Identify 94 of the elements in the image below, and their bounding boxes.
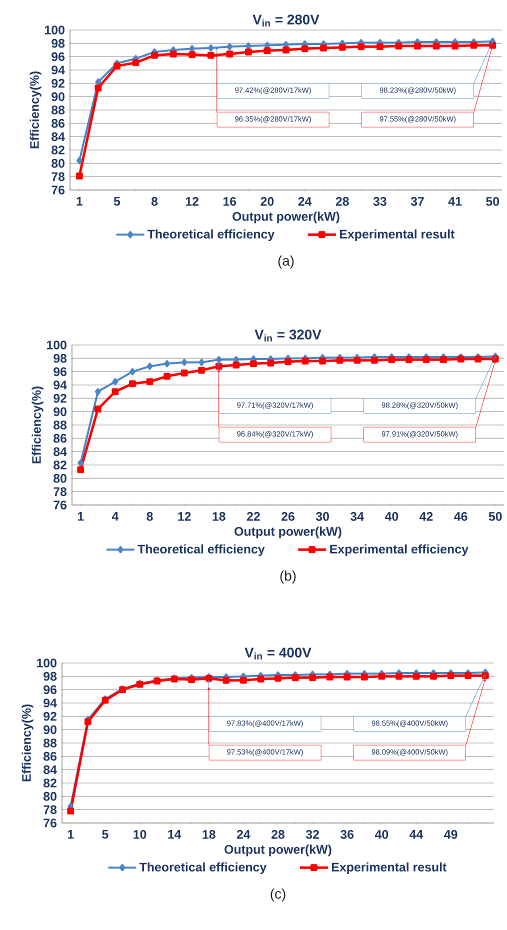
x-tick-label: 46 bbox=[454, 512, 468, 521]
y-tick-label: 92 bbox=[52, 78, 64, 88]
y-tick-label: 94 bbox=[54, 380, 67, 390]
x-tick-label: 22 bbox=[246, 512, 260, 521]
y-tick-label: 86 bbox=[52, 118, 65, 128]
x-tick-label: 26 bbox=[282, 512, 294, 521]
x-tick-label: 12 bbox=[186, 197, 199, 206]
x-tick-label: 8 bbox=[151, 197, 158, 206]
y-tick-label: 90 bbox=[52, 92, 64, 102]
x-tick-label: 33 bbox=[373, 197, 386, 206]
x-tick-label: 1 bbox=[68, 830, 74, 839]
x-tick-label: 20 bbox=[260, 197, 274, 206]
y-tick-label: 86 bbox=[44, 752, 57, 761]
y-axis-title: Efficiency(%) bbox=[32, 386, 44, 464]
y-tick-label: 94 bbox=[44, 698, 57, 708]
y-tick-label: 82 bbox=[44, 778, 56, 788]
x-tick-label: 40 bbox=[384, 512, 398, 521]
x-tick-label: 24 bbox=[236, 830, 250, 839]
x-tick-label: 37 bbox=[410, 197, 424, 206]
y-tick-label: 86 bbox=[54, 434, 67, 443]
y-tick-label: 78 bbox=[54, 487, 67, 496]
y-tick-label: 76 bbox=[54, 500, 67, 510]
legend-label: Theoretical efficiency bbox=[139, 862, 267, 874]
y-tick-label: 76 bbox=[52, 186, 65, 194]
x-tick-label: 28 bbox=[336, 197, 349, 206]
y-tick-label: 84 bbox=[52, 132, 65, 142]
y-tick-label: 84 bbox=[44, 765, 57, 774]
y-tick-label: 78 bbox=[44, 805, 57, 814]
x-tick-label: 42 bbox=[420, 512, 433, 521]
y-axis-title: Efficiency(%) bbox=[22, 704, 34, 782]
y-tick-label: 100 bbox=[44, 26, 64, 34]
x-tick-label: 49 bbox=[444, 830, 458, 839]
x-axis-title: Output power(kW) bbox=[224, 844, 332, 856]
x-tick-label: 4 bbox=[112, 512, 119, 521]
legend-label: Theoretical efficiency bbox=[147, 229, 275, 241]
y-tick-label: 100 bbox=[36, 658, 56, 668]
x-tick-label: 16 bbox=[224, 197, 236, 206]
text: (c) bbox=[270, 888, 286, 902]
x-tick-label: 1 bbox=[78, 512, 84, 521]
y-tick-label: 98 bbox=[52, 38, 65, 48]
y-tick-label: 82 bbox=[54, 460, 66, 470]
y-tick-label: 98 bbox=[54, 354, 67, 363]
x-tick-label: 14 bbox=[168, 830, 182, 839]
x-tick-label: 24 bbox=[298, 197, 312, 206]
y-tick-label: 76 bbox=[44, 818, 57, 828]
x-tick-label: 40 bbox=[374, 830, 388, 839]
legend-label: Theoretical efficiency bbox=[138, 544, 265, 556]
x-axis-title: Output power(kW) bbox=[234, 526, 342, 538]
x-tick-label: 50 bbox=[486, 197, 500, 206]
chart-title: V$_{in}$ = 280V bbox=[252, 14, 320, 26]
y-tick-label: 94 bbox=[52, 66, 65, 74]
legend-label: Experimental efficiency bbox=[330, 544, 468, 556]
x-tick-label: 41 bbox=[448, 197, 462, 206]
x-tick-label: 18 bbox=[212, 512, 226, 521]
x-tick-label: 34 bbox=[350, 512, 364, 521]
y-tick-label: 100 bbox=[46, 340, 66, 350]
x-tick-label: 12 bbox=[178, 512, 191, 521]
y-tick-label: 98 bbox=[44, 672, 57, 681]
y-tick-label: 90 bbox=[44, 725, 56, 734]
y-tick-label: 90 bbox=[54, 407, 66, 416]
x-tick-label: 5 bbox=[114, 197, 120, 206]
text: (a) bbox=[278, 255, 294, 268]
y-tick-label: 84 bbox=[54, 447, 67, 456]
chart-title: V$_{in}$ = 400V bbox=[244, 648, 312, 660]
y-tick-label: 88 bbox=[44, 738, 57, 748]
x-tick-label: 30 bbox=[316, 512, 329, 521]
x-tick-label: 1 bbox=[76, 197, 83, 206]
legend-label: Experimental result bbox=[340, 229, 455, 241]
x-tick-label: 28 bbox=[272, 830, 285, 839]
x-tick-label: 18 bbox=[202, 830, 216, 839]
text: (b) bbox=[280, 570, 296, 584]
y-tick-label: 80 bbox=[54, 474, 66, 483]
x-tick-label: 5 bbox=[102, 830, 108, 839]
y-tick-label: 96 bbox=[44, 685, 57, 694]
chart-title: V$_{in}$ = 320V bbox=[254, 330, 322, 342]
y-tick-label: 92 bbox=[44, 712, 56, 721]
y-tick-label: 92 bbox=[54, 394, 66, 403]
legend-label: Experimental result bbox=[332, 862, 447, 874]
y-tick-label: 96 bbox=[52, 52, 65, 62]
y-tick-label: 88 bbox=[54, 420, 67, 430]
x-tick-label: 8 bbox=[146, 512, 153, 521]
y-tick-label: 88 bbox=[52, 106, 65, 114]
x-tick-label: 36 bbox=[340, 830, 354, 839]
x-axis-title: Output power(kW) bbox=[232, 212, 340, 224]
y-tick-label: 78 bbox=[52, 172, 65, 182]
x-tick-label: 32 bbox=[306, 830, 319, 839]
y-axis-title: Efficiency(%) bbox=[30, 72, 42, 148]
y-tick-label: 96 bbox=[54, 367, 67, 376]
x-tick-label: 44 bbox=[410, 830, 424, 839]
y-tick-label: 80 bbox=[44, 792, 56, 801]
y-tick-label: 82 bbox=[52, 146, 64, 154]
y-tick-label: 80 bbox=[52, 158, 64, 168]
x-tick-label: 50 bbox=[488, 512, 502, 521]
x-tick-label: 10 bbox=[134, 830, 146, 839]
